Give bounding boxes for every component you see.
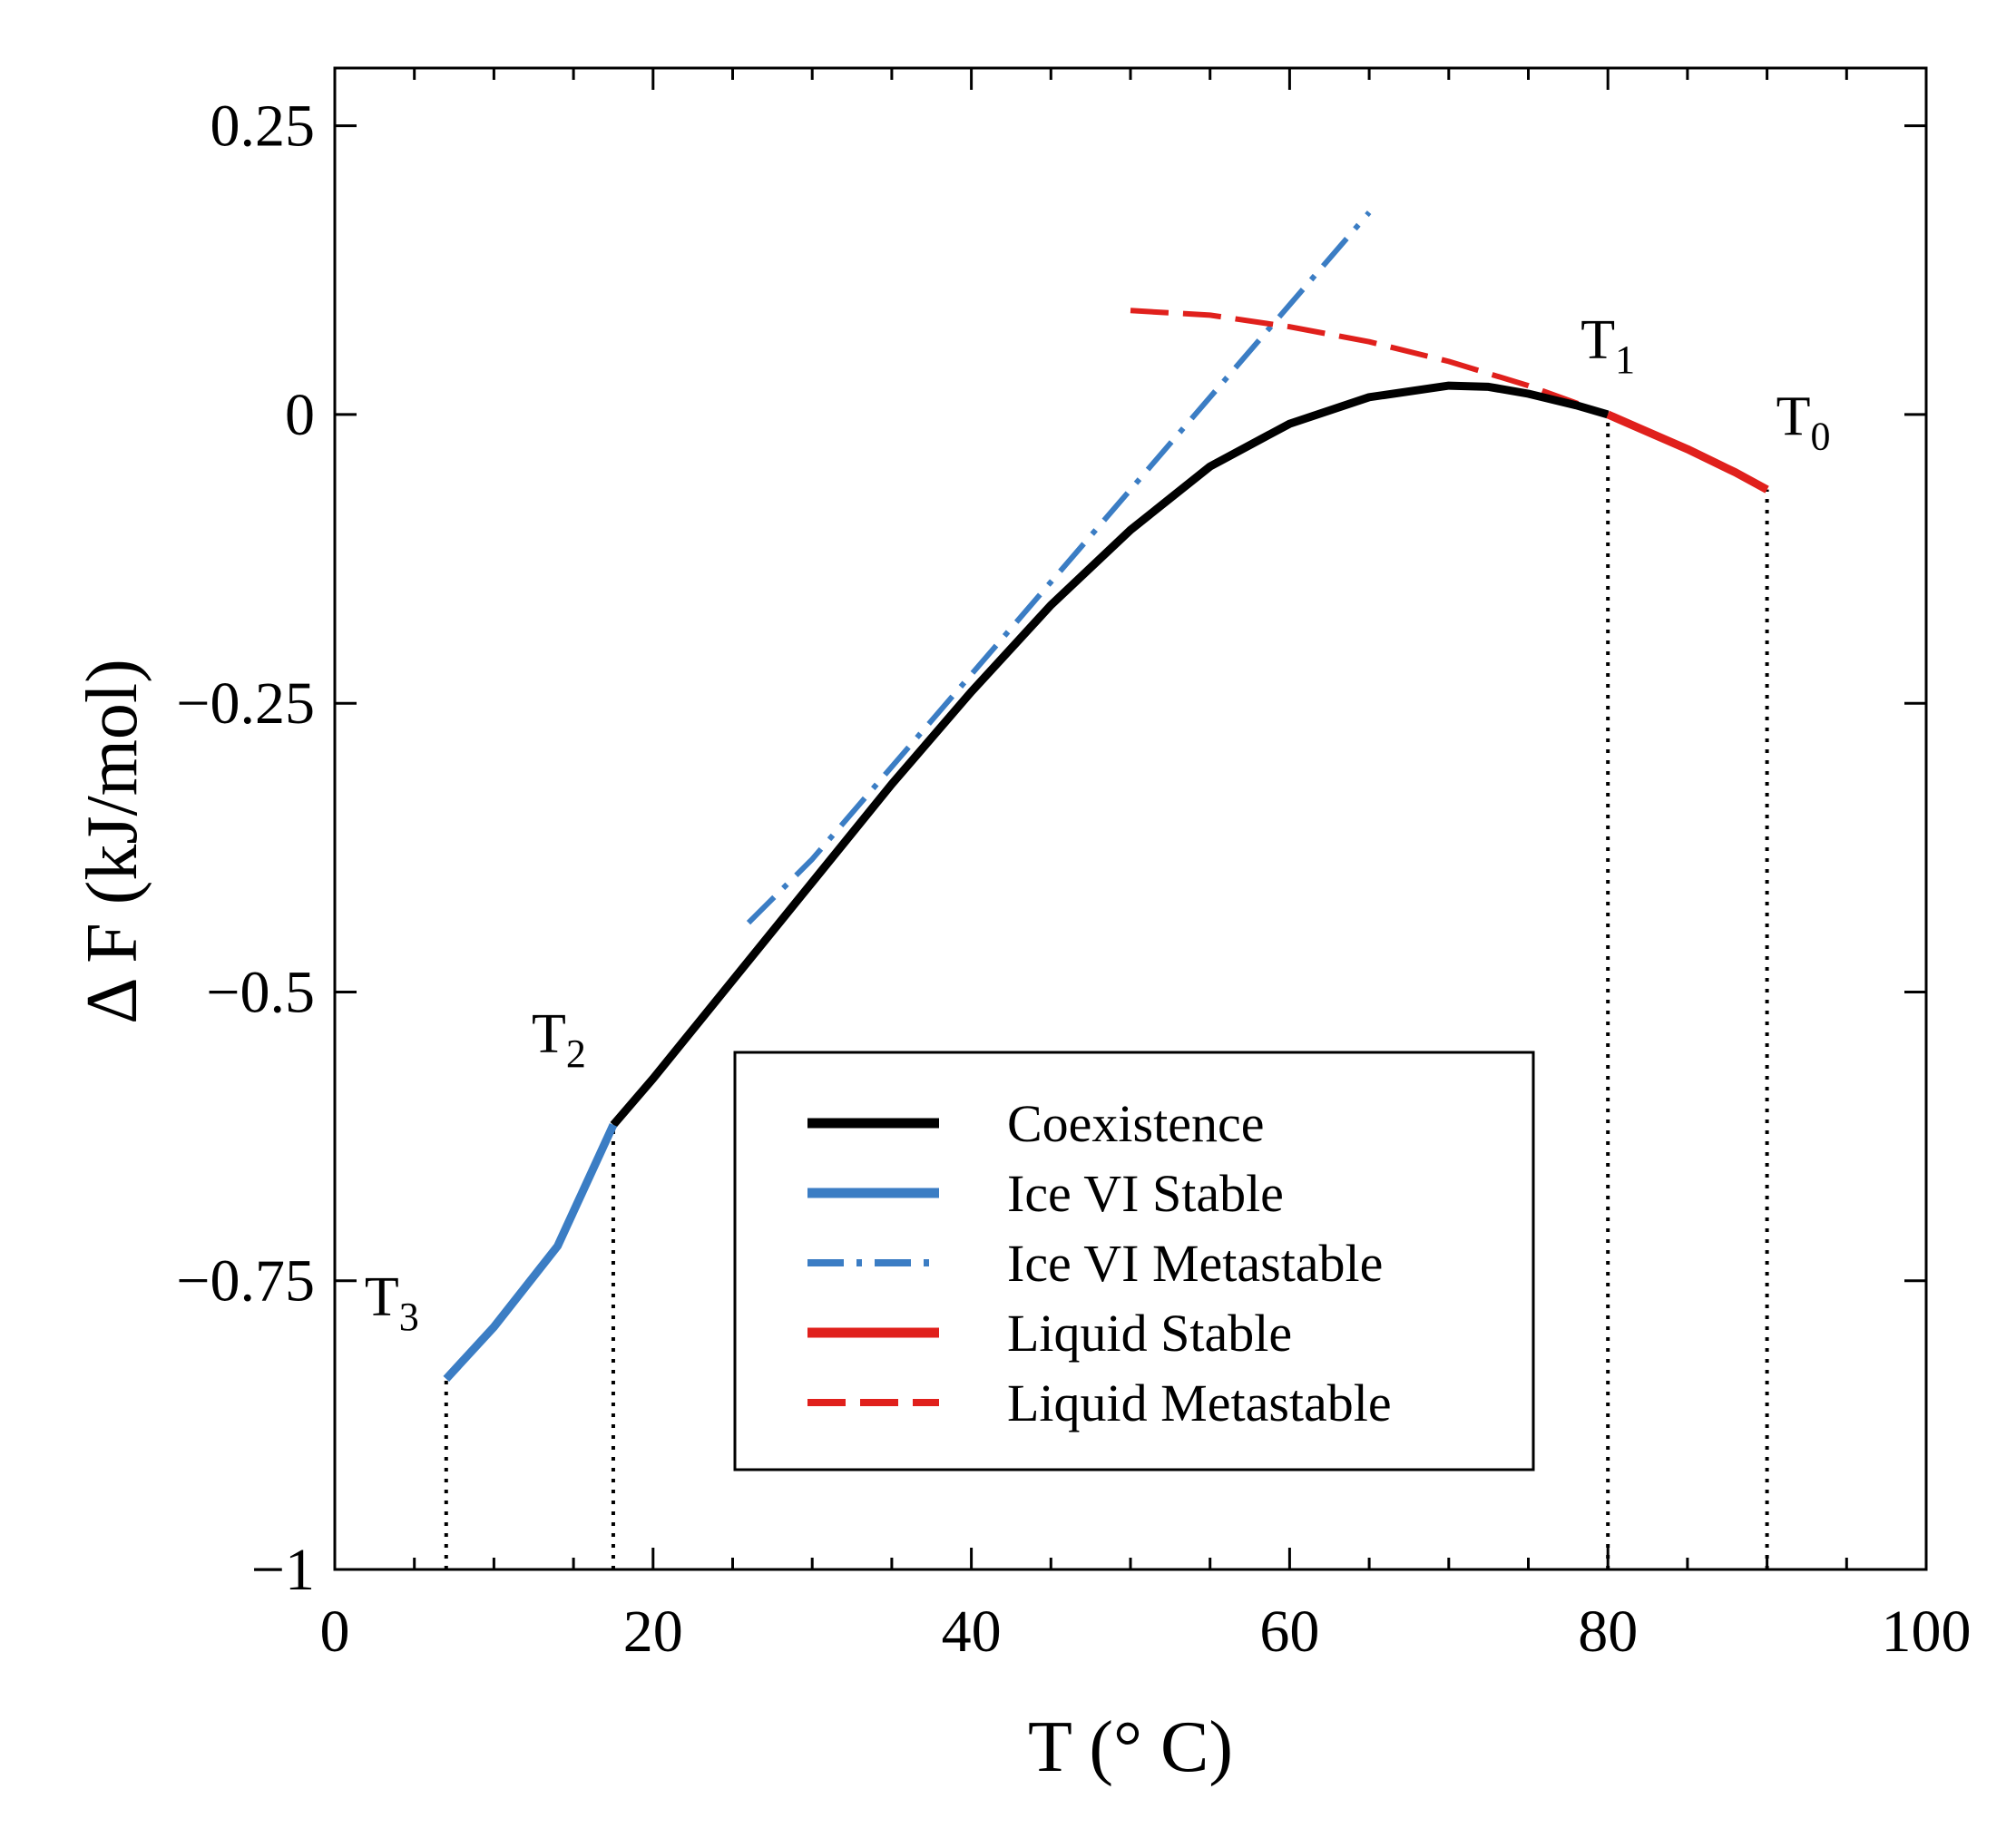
series-line-liquid-stable — [1606, 410, 1769, 494]
legend-label: Ice VI Metastable — [1007, 1234, 1383, 1293]
legend-label: Liquid Stable — [1007, 1304, 1292, 1363]
temperature-label-main: T — [532, 1003, 566, 1065]
temperature-label-main: T — [1776, 386, 1811, 448]
x-tick-label: 40 — [942, 1598, 1002, 1665]
y-tick-label: −0.25 — [176, 670, 315, 737]
temperature-label: T2 — [532, 1003, 586, 1076]
y-tick-label: 0.25 — [210, 93, 316, 160]
x-tick-label: 20 — [623, 1598, 683, 1665]
y-tick-label: 0 — [285, 382, 315, 448]
x-tick-label: 80 — [1578, 1598, 1638, 1665]
temperature-label-subscript: 2 — [566, 1031, 586, 1076]
temperature-label-subscript: 3 — [399, 1295, 419, 1339]
axis-ticks — [333, 68, 1928, 1571]
temperature-label: T1 — [1581, 309, 1635, 382]
legend-label: Liquid Metastable — [1007, 1374, 1392, 1432]
temperature-label: T0 — [1776, 386, 1831, 459]
x-tick-label: 60 — [1259, 1598, 1319, 1665]
y-tick-label: −1 — [251, 1537, 315, 1603]
reference-lines — [444, 414, 1769, 1569]
x-tick-label: 0 — [320, 1598, 350, 1665]
temperature-label-main: T — [1581, 309, 1615, 371]
legend-label: Ice VI Stable — [1007, 1164, 1284, 1223]
temperature-label-main: T — [365, 1266, 399, 1328]
series-line-coexistence — [610, 381, 1610, 1128]
x-tick-label: 100 — [1882, 1598, 1972, 1665]
legend: Coexistence Ice VI Stable Ice VI Metastabl… — [733, 1051, 1535, 1471]
y-tick-label: −0.5 — [206, 959, 315, 1025]
temperature-label: T3 — [365, 1266, 419, 1339]
temperature-label-subscript: 1 — [1615, 337, 1635, 382]
legend-label: Coexistence — [1007, 1094, 1264, 1153]
series-line-liquid-metastable — [1130, 308, 1610, 417]
series-line-ice-vi-metastable — [746, 210, 1372, 925]
y-axis-title: Δ F (kJ/mol) — [73, 659, 152, 1024]
temperature-label-subscript: 0 — [1811, 415, 1831, 459]
series-layer — [443, 210, 1769, 1382]
series-line-ice-vi-stable — [443, 1123, 618, 1382]
x-axis-title: T (° C) — [1028, 1707, 1233, 1787]
y-tick-label: −0.75 — [176, 1248, 315, 1315]
